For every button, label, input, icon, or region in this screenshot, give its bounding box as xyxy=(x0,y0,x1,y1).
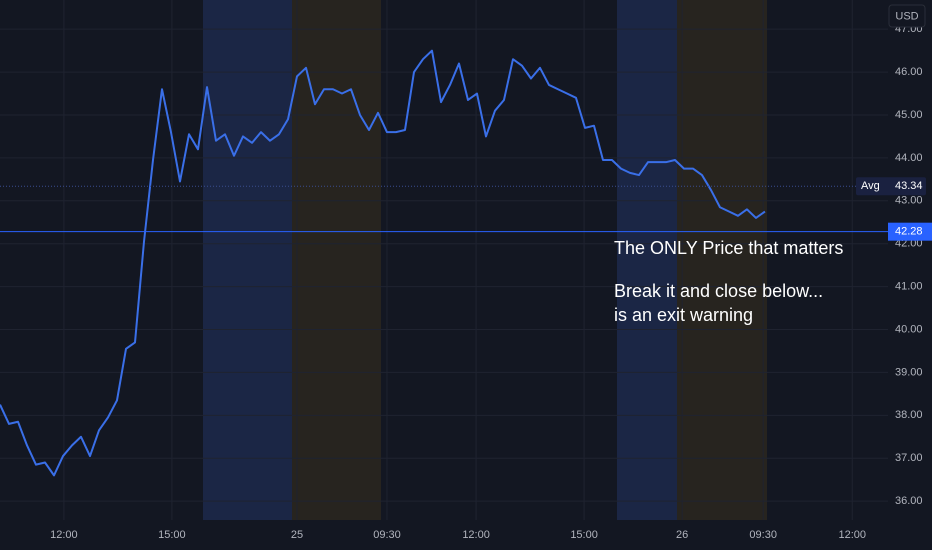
currency-label[interactable]: USD xyxy=(895,10,918,22)
session-band xyxy=(203,0,292,520)
y-tick-label: 43.00 xyxy=(895,195,923,207)
x-tick-label: 09:30 xyxy=(373,529,401,541)
x-tick-label: 09:30 xyxy=(749,529,777,541)
price-label: 42.28 xyxy=(895,226,923,238)
currency-box[interactable] xyxy=(888,4,926,28)
x-tick-label: 12:00 xyxy=(839,529,867,541)
annotation: Break it and close below... xyxy=(614,281,823,301)
x-tick-label: 12:00 xyxy=(50,529,78,541)
plot xyxy=(0,49,888,477)
y-tick-label: 37.00 xyxy=(895,452,923,464)
y-tick-label: 39.00 xyxy=(895,366,923,378)
y-tick-label: 45.00 xyxy=(895,109,923,121)
x-tick-label: 26 xyxy=(676,529,688,541)
annotation: is an exit warning xyxy=(614,305,753,325)
annotation: The ONLY Price that matters xyxy=(614,238,843,258)
price-label-box xyxy=(888,222,932,241)
y-tick-label: 36.00 xyxy=(895,495,923,507)
y-tick-label: 38.00 xyxy=(895,409,923,421)
grid xyxy=(0,0,888,520)
x-tick-label: 15:00 xyxy=(158,529,186,541)
avg-label: Avg xyxy=(861,180,880,192)
axis-background xyxy=(0,520,932,550)
session-band xyxy=(292,0,381,520)
axis-background xyxy=(888,0,932,550)
x-tick-label: 15:00 xyxy=(570,529,598,541)
y-tick-label: 41.00 xyxy=(895,281,923,293)
avg-label-box xyxy=(856,177,926,196)
y-tick-label: 40.00 xyxy=(895,323,923,335)
x-tick-label: 25 xyxy=(291,529,303,541)
y-tick-label: 46.00 xyxy=(895,66,923,78)
avg-value: 43.34 xyxy=(895,180,923,192)
y-tick-label: 44.00 xyxy=(895,152,923,164)
x-tick-label: 12:00 xyxy=(462,529,490,541)
price-line xyxy=(0,49,766,477)
session-band xyxy=(677,0,767,520)
session-band xyxy=(617,0,677,520)
